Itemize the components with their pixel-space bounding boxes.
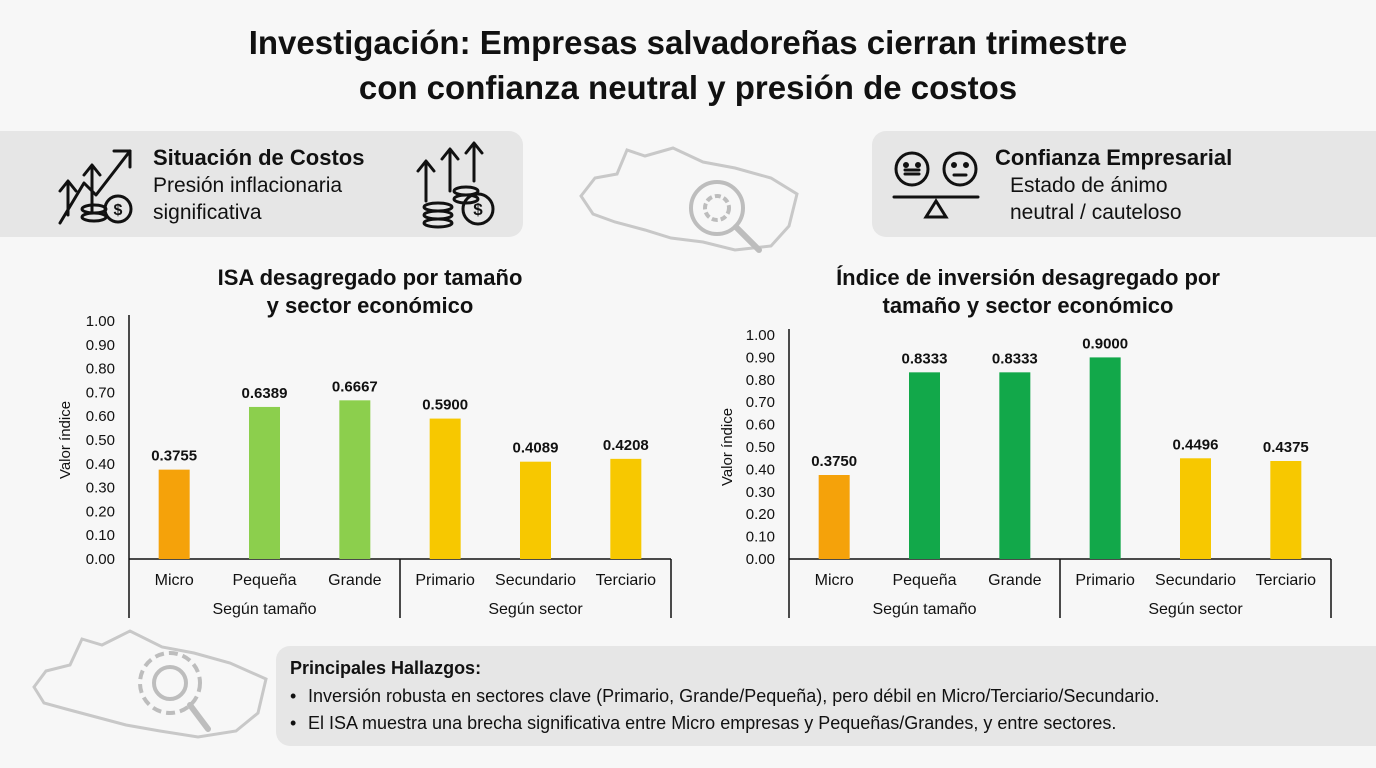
confidence-line-1: Estado de ánimo [1010, 174, 1168, 197]
findings-heading: Principales Hallazgos: [290, 658, 482, 678]
y-tick-label: 0.60 [746, 417, 775, 434]
group-label: Según tamaño [212, 601, 316, 618]
coin-stack-arrows-icon: $ [416, 141, 495, 229]
y-tick-label: 0.40 [746, 461, 775, 478]
y-tick-label: 0.90 [746, 349, 775, 366]
data-label: 0.8333 [992, 350, 1038, 367]
data-label: 0.9000 [1082, 335, 1128, 352]
bullet: • [290, 686, 297, 706]
finding-text: El ISA muestra una brecha significativa … [308, 713, 1117, 733]
y-tick-label: 0.30 [746, 484, 775, 501]
x-tick-label: Pequeña [232, 572, 296, 589]
y-tick-label: 0.90 [86, 337, 115, 354]
investment-bar-chart: 0.00 0.10 0.20 0.30 0.40 0.50 0.60 0.70 0.80 0.90… [719, 327, 1332, 618]
costs-panel: $ Situación de Costos Presión inflaciona… [0, 131, 523, 237]
finding-item: • El ISA muestra una brecha significativa… [290, 713, 1116, 734]
finding-item: • Inversión robusta en sectores clave (Pr… [290, 686, 1159, 707]
costs-line-1: Presión inflacionaria [153, 174, 343, 197]
y-tick-label: 1.00 [746, 327, 775, 344]
y-tick-label: 1.00 [86, 313, 115, 330]
y-tick-label: 0.50 [746, 439, 775, 456]
group-label: Según tamaño [872, 601, 976, 618]
group-label: Según sector [1148, 601, 1243, 618]
finding-text: Inversión robusta en sectores clave (Pri… [308, 686, 1160, 706]
data-label: 0.6667 [332, 378, 378, 395]
bar [429, 418, 461, 559]
y-tick-label: 0.50 [86, 432, 115, 449]
data-label: 0.5900 [422, 397, 468, 414]
y-tick-label: 0.10 [86, 527, 115, 544]
y-tick-label: 0.80 [746, 372, 775, 389]
page-title: Investigación: Empresas salvadoreñas cie… [0, 20, 1376, 110]
x-tick-label: Secundario [1155, 572, 1236, 589]
confidence-panel: Confianza Empresarial Estado de ánimo ne… [872, 131, 1376, 237]
x-tick-label: Grande [328, 572, 381, 589]
chart-2-title-line-1: Índice de inversión desagregado por [836, 265, 1220, 290]
x-tick-label: Grande [988, 572, 1041, 589]
chart-1-title-line-2: y sector económico [266, 293, 474, 318]
bullet: • [290, 713, 297, 733]
data-label: 0.6389 [242, 385, 288, 402]
title-line-1: Investigación: Empresas salvadoreñas cie… [248, 24, 1128, 61]
title-line-2: con confianza neutral y presión de costo… [358, 69, 1018, 106]
y-tick-label: 0.00 [86, 551, 115, 568]
group-label: Según sector [488, 601, 583, 618]
y-tick-label: 0.70 [746, 394, 775, 411]
x-tick-label: Terciario [596, 572, 657, 589]
svg-text:$: $ [473, 200, 483, 219]
data-label: 0.4496 [1173, 436, 1219, 453]
y-axis-label: Valor índice [57, 401, 74, 479]
x-tick-label: Secundario [495, 572, 576, 589]
y-tick-label: 0.20 [86, 503, 115, 520]
costs-heading: Situación de Costos [153, 145, 365, 170]
bar [1180, 458, 1211, 559]
svg-text:$: $ [114, 202, 123, 219]
data-label: 0.8333 [902, 350, 948, 367]
bar [1089, 357, 1121, 559]
y-axis-label: Valor índice [719, 408, 736, 486]
confidence-heading: Confianza Empresarial [995, 145, 1233, 170]
x-tick-label: Primario [415, 572, 475, 589]
x-tick-label: Primario [1075, 572, 1135, 589]
country-map-search-icon [579, 146, 799, 253]
bar [610, 458, 642, 559]
chart-1-title-line-1: ISA desagregado por tamaño [217, 265, 523, 290]
bar [158, 469, 190, 559]
y-tick-label: 0.30 [86, 480, 115, 497]
map-gear-wrench-icon [32, 629, 268, 739]
confidence-line-2: neutral / cauteloso [1010, 201, 1182, 224]
bar [339, 400, 371, 559]
y-tick-label: 0.20 [746, 506, 775, 523]
chart-1-title: ISA desagregado por tamaño y sector econ… [120, 264, 620, 320]
data-label: 0.3755 [151, 448, 197, 465]
bar [520, 461, 551, 559]
balance-faces-icon [892, 151, 980, 219]
x-tick-label: Micro [155, 572, 194, 589]
x-tick-label: Terciario [1256, 572, 1317, 589]
isa-bar-chart: 0.00 0.10 0.20 0.30 0.40 0.50 0.60 0.70 0.80 0.90… [57, 313, 672, 618]
bar [999, 372, 1031, 559]
y-tick-label: 0.80 [86, 361, 115, 378]
y-tick-label: 0.70 [86, 384, 115, 401]
bar [249, 406, 280, 559]
y-tick-label: 0.00 [746, 551, 775, 568]
bar [818, 475, 850, 559]
x-tick-label: Micro [815, 572, 854, 589]
data-label: 0.3750 [811, 453, 857, 470]
bar [1270, 461, 1302, 559]
data-label: 0.4208 [603, 437, 649, 454]
y-tick-label: 0.10 [746, 529, 775, 546]
bar [909, 372, 940, 559]
x-tick-label: Pequeña [892, 572, 956, 589]
findings-panel: Principales Hallazgos: • Inversión robust… [276, 646, 1376, 746]
data-label: 0.4089 [513, 440, 559, 457]
y-tick-label: 0.60 [86, 408, 115, 425]
rising-costs-icon: $ [58, 149, 133, 225]
y-tick-label: 0.40 [86, 456, 115, 473]
data-label: 0.4375 [1263, 439, 1309, 456]
chart-2-title: Índice de inversión desagregado por tama… [768, 264, 1288, 320]
costs-line-2: significativa [153, 201, 262, 224]
chart-2-title-line-2: tamaño y sector económico [882, 293, 1174, 318]
